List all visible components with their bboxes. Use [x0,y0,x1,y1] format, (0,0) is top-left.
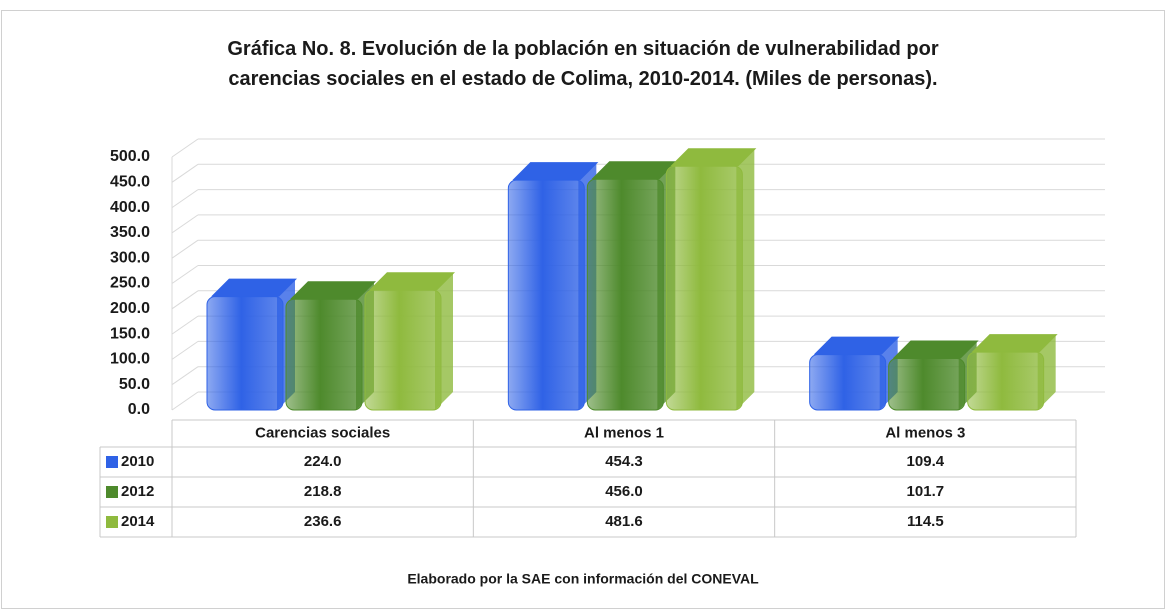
bar-top [369,272,455,291]
grid-depth [171,189,199,209]
y-tick-label: 300.0 [110,249,150,266]
y-tick-label: 250.0 [110,275,150,292]
data-label: 454.3 [605,453,643,470]
chart-title: Gráfica No. 8. Evolución de la población… [227,38,938,90]
data-label: 109.4 [907,453,945,470]
legend-label: 2010 [121,453,154,470]
x-tick-label: Al menos 1 [584,424,664,441]
bar-top [892,340,979,359]
bar [888,358,966,411]
bar-top [211,278,297,297]
grid-depth [171,214,199,234]
bar-top [512,162,599,181]
bar-top [813,336,900,355]
bar [586,178,664,411]
grid-depth [171,265,199,284]
data-label: 236.6 [304,513,342,530]
legend-swatch [106,486,118,498]
grid-depth [171,391,199,411]
chart-note: Elaborado por la SAE con información del… [407,571,759,587]
bar-top [290,281,376,300]
grid-depth [171,315,199,335]
data-label: 481.6 [605,513,643,530]
data-label: 114.5 [907,513,944,530]
x-tick-label: Carencias sociales [255,424,390,441]
y-tick-label: 50.0 [119,376,150,393]
legend-label: 2014 [121,513,155,530]
legend-swatch [106,456,118,468]
bar [285,298,363,411]
y-tick-label: 350.0 [110,224,150,241]
y-tick-label: 400.0 [110,199,150,216]
y-tick-label: 100.0 [110,351,150,368]
bar-top [670,148,757,167]
data-label: 224.0 [304,453,342,470]
data-label: 456.0 [605,483,643,500]
grid-depth [171,290,199,310]
grid-depth [171,138,199,158]
x-tick-label: Al menos 3 [885,424,965,441]
grid-depth [171,239,199,259]
grid-depth [171,163,199,183]
y-tick-label: 200.0 [110,300,150,317]
grid-depth [171,340,199,360]
bar [665,165,743,411]
grid-depth [171,366,199,386]
bar [507,179,585,411]
y-tick-label: 450.0 [110,174,150,191]
bar-top [591,161,678,180]
y-tick-label: 500.0 [110,148,150,165]
y-tick-label: 0.0 [128,401,150,418]
bar [967,351,1045,411]
data-label: 218.8 [304,483,342,500]
bar [364,289,442,411]
bar [809,354,887,411]
bar-top [971,334,1058,353]
y-tick-label: 150.0 [110,325,150,342]
data-label: 101.7 [907,483,945,500]
legend-swatch [106,516,118,528]
bar [206,296,284,411]
legend-label: 2012 [121,483,154,500]
